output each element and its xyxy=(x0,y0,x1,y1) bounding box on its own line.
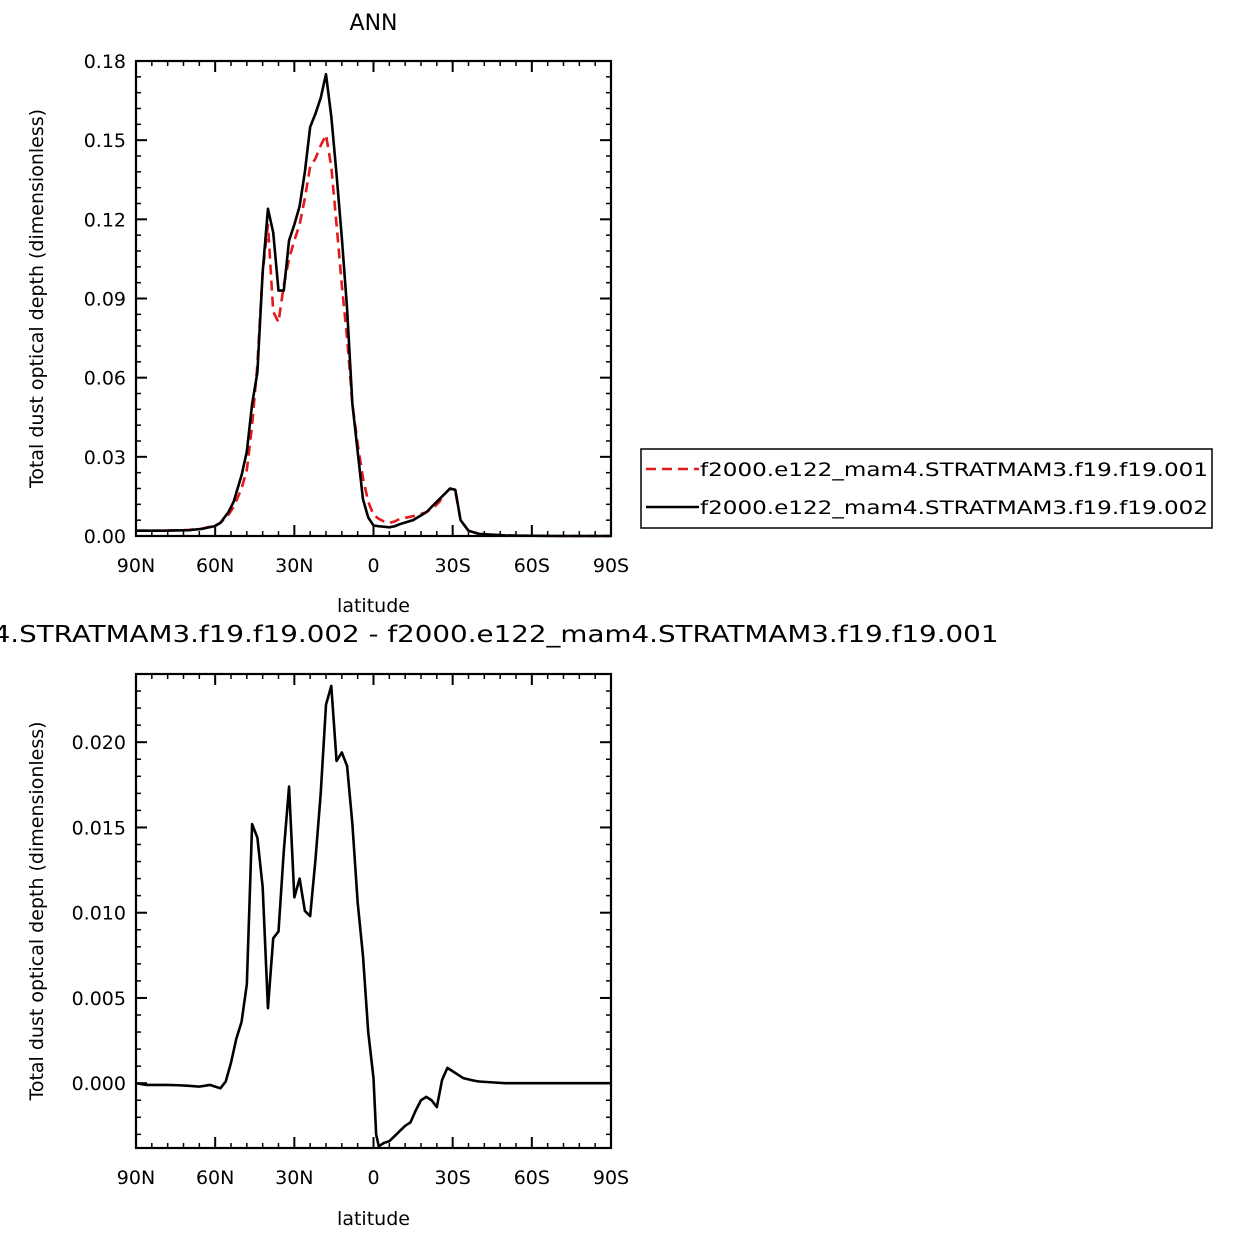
top-chart: ANN 90N 60N 30N 0 30S 60S 90S 0.00 0.03 0.06 0.09 0.… xyxy=(26,11,1213,617)
x-tick-label: 30S xyxy=(435,1167,471,1189)
y-tick-label: 0.06 xyxy=(84,368,126,390)
x-tick-label: 90N xyxy=(117,555,155,577)
legend-label-1: f2000.e122_mam4.STRATMAM3.f19.f19.001 xyxy=(700,459,1208,481)
bottom-chart: f2000.e122_mam4.STRATMAM3.f19.f19.002 - … xyxy=(0,622,999,1230)
series-line-1 xyxy=(135,684,611,1148)
x-tick-label: 60N xyxy=(196,555,234,577)
series-line-2 xyxy=(136,72,611,538)
x-tick-label: 90S xyxy=(593,555,629,577)
y-tick-label: 0.005 xyxy=(72,988,126,1010)
series-line-1 xyxy=(136,133,611,538)
x-tick-label: 90N xyxy=(117,1167,155,1189)
y-axis-label: Total dust optical depth (dimensionless) xyxy=(26,721,48,1101)
x-tick-label: 30N xyxy=(275,555,313,577)
x-tick-label: 90S xyxy=(593,1167,629,1189)
legend-label-2: f2000.e122_mam4.STRATMAM3.f19.f19.002 xyxy=(700,497,1208,519)
x-tick-label: 60S xyxy=(514,1167,550,1189)
y-tick-label: 0.00 xyxy=(84,526,126,548)
y-tick-label: 0.010 xyxy=(72,903,126,925)
x-tick-label: 60N xyxy=(196,1167,234,1189)
x-tick-label: 30N xyxy=(275,1167,313,1189)
x-tick-label: 0 xyxy=(367,555,379,577)
y-tick-label: 0.18 xyxy=(84,51,126,73)
x-tick-label: 0 xyxy=(367,1167,379,1189)
y-tick-label: 0.03 xyxy=(84,447,126,469)
legend-box xyxy=(640,448,1213,529)
y-tick-label: 0.15 xyxy=(84,130,126,152)
y-tick-label: 0.000 xyxy=(72,1073,126,1095)
y-tick-label: 0.015 xyxy=(72,817,126,839)
chart-title: ANN xyxy=(350,11,398,36)
x-tick-label: 30S xyxy=(435,555,471,577)
y-axis-label: Total dust optical depth (dimensionless) xyxy=(26,109,48,489)
x-axis-label: latitude xyxy=(337,595,410,617)
y-tick-label: 0.09 xyxy=(84,289,126,311)
y-tick-label: 0.12 xyxy=(84,209,126,231)
x-axis-label: latitude xyxy=(337,1208,410,1230)
chart-title: f2000.e122_mam4.STRATMAM3.f19.f19.002 - … xyxy=(0,622,999,648)
y-tick-label: 0.020 xyxy=(72,732,126,754)
x-tick-label: 60S xyxy=(514,555,550,577)
plot-frame xyxy=(134,59,613,538)
